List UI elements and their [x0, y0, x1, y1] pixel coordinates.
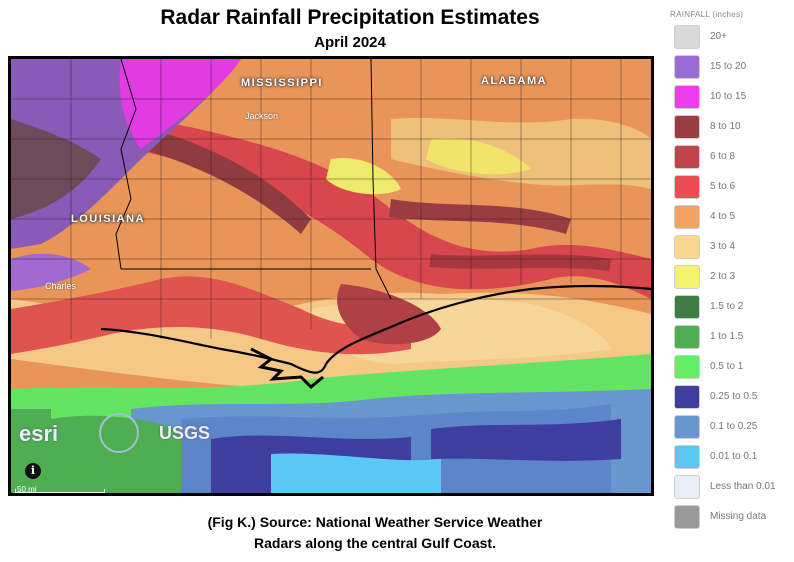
legend-swatch — [674, 115, 700, 139]
legend-swatch — [674, 265, 700, 289]
legend-label: 1.5 to 2 — [710, 301, 744, 312]
legend-swatch — [674, 235, 700, 259]
legend-label: 5 to 6 — [710, 181, 736, 192]
legend-items: 20+ 15 to 20 10 to 15 8 to 10 6 to 8 5 to 6 4 … — [670, 25, 790, 535]
legend-swatch — [674, 85, 700, 109]
rainfall-map[interactable]: MISSISSIPPI ALABAMA LOUISIANA Jackson Ch… — [8, 56, 654, 496]
legend-item: 20+ — [670, 25, 790, 55]
rainfall-legend: RAINFALL (inches) 20+ 15 to 20 10 to 15 8 t… — [670, 10, 790, 535]
legend-item: Less than 0.01 — [670, 475, 790, 505]
legend-label: 2 to 3 — [710, 271, 736, 282]
legend-swatch — [674, 25, 700, 49]
legend-item: 4 to 5 — [670, 205, 790, 235]
legend-swatch — [674, 475, 700, 499]
legend-swatch — [674, 355, 700, 379]
rainfall-map-canvas — [11, 59, 651, 493]
esri-logo: esri — [19, 421, 59, 446]
legend-label: 4 to 5 — [710, 211, 736, 222]
legend-item: 0.25 to 0.5 — [670, 385, 790, 415]
legend-swatch — [674, 55, 700, 79]
legend-label: 15 to 20 — [710, 61, 747, 72]
legend-item: 6 to 8 — [670, 145, 790, 175]
caption-line-2: Radars along the central Gulf Coast. — [254, 535, 496, 551]
legend-label: 6 to 8 — [710, 151, 736, 162]
legend-label: 1 to 1.5 — [710, 331, 744, 342]
legend-label: 8 to 10 — [710, 121, 741, 132]
usgs-logo: USGS — [159, 423, 211, 443]
legend-swatch — [674, 445, 700, 469]
legend-label: 20+ — [710, 31, 727, 42]
legend-label: 0.1 to 0.25 — [710, 421, 758, 432]
legend-item: 8 to 10 — [670, 115, 790, 145]
legend-swatch — [674, 505, 700, 529]
figure-caption: (Fig K.) Source: National Weather Servic… — [150, 512, 600, 554]
legend-title: RAINFALL (inches) — [670, 10, 744, 19]
legend-item: 5 to 6 — [670, 175, 790, 205]
legend-swatch — [674, 295, 700, 319]
state-label-mississippi: MISSISSIPPI — [241, 77, 323, 89]
page-subtitle: April 2024 — [314, 34, 386, 51]
scale-label: 50 mi — [17, 485, 37, 494]
legend-item: 0.5 to 1 — [670, 355, 790, 385]
caption-line-1: (Fig K.) Source: National Weather Servic… — [207, 514, 543, 530]
city-label-jackson: Jackson — [245, 111, 279, 121]
legend-label: 0.5 to 1 — [710, 361, 744, 372]
legend-label: 0.01 to 0.1 — [710, 451, 758, 462]
legend-item: 3 to 4 — [670, 235, 790, 265]
noaa-logo-icon — [99, 413, 139, 453]
legend-swatch — [674, 385, 700, 409]
legend-label: Less than 0.01 — [710, 481, 776, 492]
city-label-charles: Charles — [45, 281, 77, 291]
state-label-louisiana: LOUISIANA — [71, 213, 145, 225]
legend-item: 15 to 20 — [670, 55, 790, 85]
legend-item: 1 to 1.5 — [670, 325, 790, 355]
page-title: Radar Rainfall Precipitation Estimates — [160, 6, 540, 29]
state-label-alabama: ALABAMA — [481, 75, 548, 87]
legend-swatch — [674, 205, 700, 229]
legend-swatch — [674, 325, 700, 349]
legend-label: 3 to 4 — [710, 241, 736, 252]
legend-item: Missing data — [670, 505, 790, 535]
legend-label: Missing data — [710, 511, 767, 522]
legend-swatch — [674, 415, 700, 439]
legend-item: 0.1 to 0.25 — [670, 415, 790, 445]
scale-bar — [15, 489, 105, 493]
legend-label: 0.25 to 0.5 — [710, 391, 758, 402]
legend-label: 10 to 15 — [710, 91, 747, 102]
info-icon[interactable]: i — [25, 463, 41, 479]
legend-swatch — [674, 175, 700, 199]
legend-swatch — [674, 145, 700, 169]
legend-item: 10 to 15 — [670, 85, 790, 115]
legend-item: 0.01 to 0.1 — [670, 445, 790, 475]
legend-item: 2 to 3 — [670, 265, 790, 295]
legend-item: 1.5 to 2 — [670, 295, 790, 325]
